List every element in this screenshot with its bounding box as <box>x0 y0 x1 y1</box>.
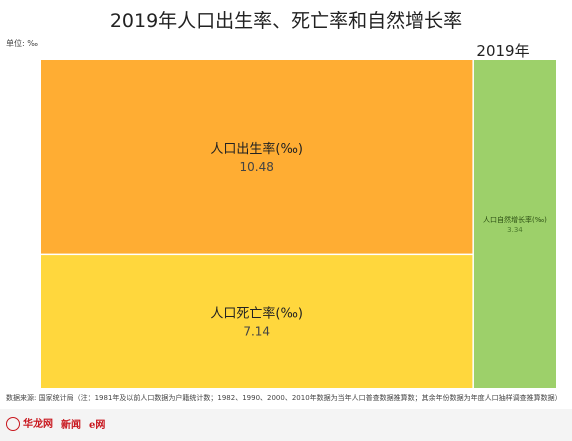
logo-2: 新闻 <box>61 419 81 431</box>
logo-1: 华龙网 <box>6 415 53 432</box>
data-source-note: 数据来源: 国家统计局（注：1981年及以前人口数据为户籍统计数；1982、19… <box>6 394 562 402</box>
treemap-cell-2[interactable] <box>41 255 473 388</box>
group-label: 2019年 <box>476 42 530 60</box>
logo-1-text: 华龙网 <box>23 418 53 430</box>
cell-value-1: 10.48 <box>240 160 274 174</box>
chart-title: 2019年人口出生率、死亡率和自然增长率 <box>109 10 463 32</box>
treemap-cell-1[interactable] <box>41 60 473 254</box>
cell-value-3: 3.34 <box>507 226 523 234</box>
footer-logos: 华龙网 新闻 e网 <box>6 415 106 432</box>
cell-label-3: 人口自然增长率(‰) <box>483 215 547 224</box>
cell-value-2: 7.14 <box>243 325 270 339</box>
treemap-cell-3[interactable] <box>473 60 556 388</box>
cell-label-2: 人口死亡率(‰) <box>210 306 303 322</box>
seal-icon <box>6 417 20 432</box>
logo-3: e网 <box>89 419 106 431</box>
cell-label-1: 人口出生率(‰) <box>210 141 303 157</box>
footer-strip <box>0 409 572 441</box>
unit-label: 单位: ‰ <box>6 39 38 48</box>
